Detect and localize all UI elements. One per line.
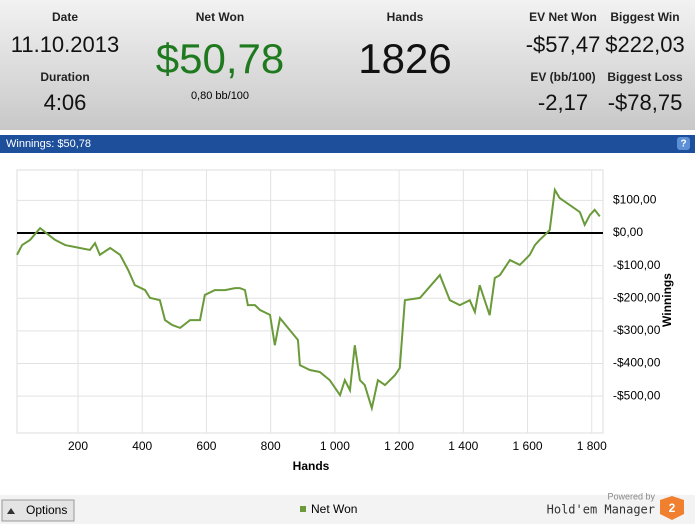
y-tick-label: -$200,00 <box>613 290 661 304</box>
brand-badge: 2 <box>669 501 676 515</box>
label: Net Won <box>196 10 244 24</box>
x-tick-label: 1 800 <box>577 439 607 453</box>
value: 1826 <box>358 35 451 82</box>
x-axis-label: Hands <box>293 459 330 473</box>
plot: 200 400 600 800 1 000 1 200 1 400 1 600 1 800 $10… <box>16 170 661 453</box>
label: Biggest Loss <box>607 70 683 84</box>
brand-logo <box>660 496 684 520</box>
value: -$57,47 <box>526 32 601 57</box>
panel-title: Winnings: $50,78 <box>6 138 91 150</box>
label: Hands <box>387 10 424 24</box>
x-tick-label: 1 200 <box>384 439 414 453</box>
x-tick-label: 800 <box>261 439 281 453</box>
options-label: Options <box>26 503 67 517</box>
y-axis-label: Winnings <box>660 273 674 327</box>
y-tick-label: -$100,00 <box>613 258 661 272</box>
plot-area <box>16 169 604 434</box>
label: EV (bb/100) <box>530 70 595 84</box>
y-tick-label: -$300,00 <box>613 323 661 337</box>
legend-swatch <box>300 506 306 512</box>
legend-label: Net Won <box>311 502 357 516</box>
value: 4:06 <box>44 90 87 115</box>
help-icon: ? <box>680 139 686 150</box>
x-tick-label: 200 <box>68 439 88 453</box>
powered-by: Powered by <box>607 491 655 501</box>
x-tick-label: 1 400 <box>448 439 478 453</box>
x-tick-label: 1 000 <box>320 439 350 453</box>
label: EV Net Won <box>529 10 597 24</box>
value: $222,03 <box>605 32 685 57</box>
options-button[interactable] <box>1 499 75 522</box>
label: Duration <box>40 70 89 84</box>
x-tick-label: 400 <box>132 439 152 453</box>
label: Biggest Win <box>610 10 679 24</box>
brand: Hold'em Manager <box>547 503 655 517</box>
help-button[interactable] <box>677 137 690 150</box>
y-tick-label: $100,00 <box>613 193 657 207</box>
footer-bg <box>0 495 695 524</box>
y-tick-label: $0,00 <box>613 225 643 239</box>
value: -$78,75 <box>608 90 683 115</box>
value: 0,80 bb/100 <box>191 90 249 102</box>
label: Date <box>52 10 78 24</box>
value: -2,17 <box>538 90 588 115</box>
x-tick-label: 600 <box>196 439 216 453</box>
y-tick-label: -$400,00 <box>613 356 661 370</box>
options-arrow <box>7 508 15 514</box>
x-tick-label: 1 600 <box>513 439 543 453</box>
value: 11.10.2013 <box>11 32 119 57</box>
series-line <box>16 186 601 413</box>
header-bg <box>0 0 695 130</box>
panel-bar <box>0 135 695 153</box>
y-tick-label: -$500,00 <box>613 388 661 402</box>
value: $50,78 <box>156 35 284 82</box>
